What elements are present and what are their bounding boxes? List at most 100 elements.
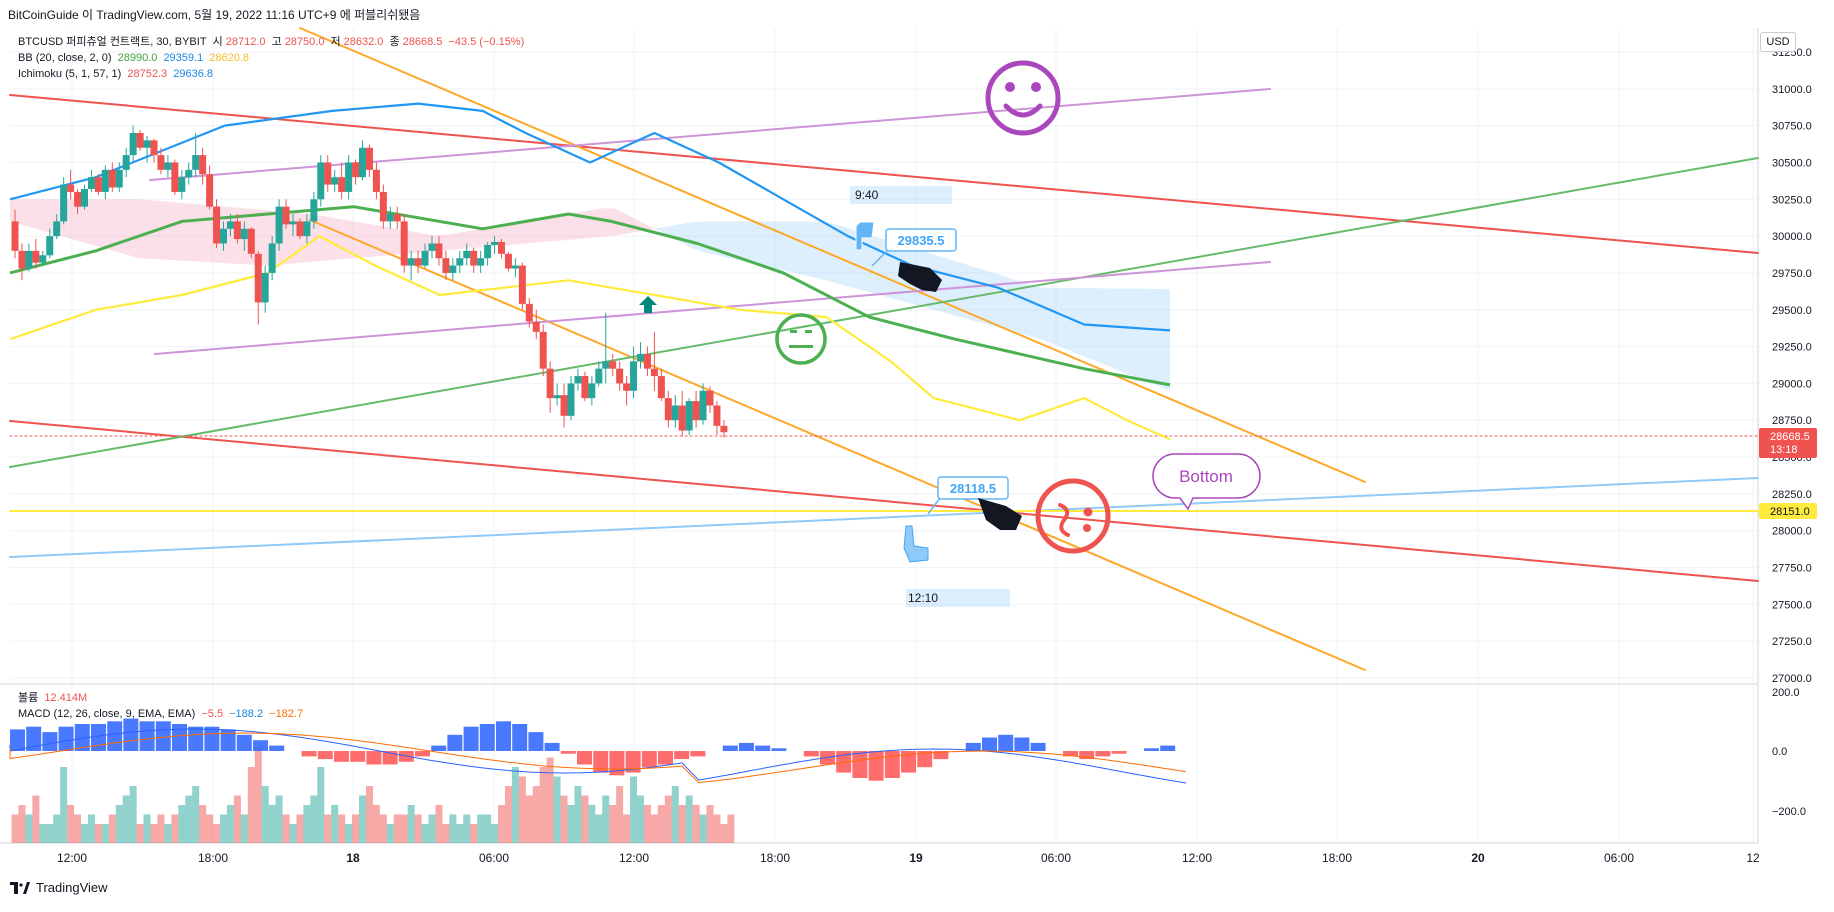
ichimoku-cloud bbox=[10, 199, 1170, 391]
time-tick-label: 12:00 bbox=[619, 851, 649, 865]
price-tick-label: 30500.0 bbox=[1772, 157, 1812, 169]
footer-brand[interactable]: TradingView bbox=[10, 880, 108, 895]
volume-bar bbox=[365, 786, 373, 843]
ichimoku-label: Ichimoku (5, 1, 57, 1) bbox=[18, 68, 122, 80]
neutral-face-mouth bbox=[789, 345, 813, 348]
volume-bar bbox=[588, 805, 596, 843]
candle-body bbox=[331, 177, 339, 185]
close-label: 종 bbox=[389, 36, 400, 48]
candle-body bbox=[240, 228, 248, 240]
volume-bar bbox=[11, 814, 19, 843]
volume-bar bbox=[484, 814, 492, 843]
macd-histogram-bar bbox=[496, 721, 511, 751]
macd-histogram-bar bbox=[107, 721, 123, 751]
volume-bar bbox=[692, 805, 700, 843]
macd-axis[interactable]: 200.0 0.0 −200.0 bbox=[1772, 687, 1806, 818]
volume-bar bbox=[310, 795, 318, 843]
volume-bar bbox=[671, 786, 679, 843]
attribution: BitCoinGuide 이 TradingView.com, 5월 19, 2… bbox=[8, 8, 421, 22]
volume-bar bbox=[192, 786, 200, 843]
candle-body bbox=[567, 383, 575, 416]
volume-bar bbox=[213, 824, 221, 843]
candle-body bbox=[206, 174, 214, 207]
green-trendline bbox=[9, 157, 1759, 468]
flag-hand-icon bbox=[855, 221, 875, 251]
candle-body bbox=[67, 184, 75, 192]
volume-row[interactable]: 볼륨 12.414M bbox=[18, 690, 306, 706]
trend-lines[interactable] bbox=[9, 27, 1759, 671]
volume-bar bbox=[233, 795, 241, 843]
candle-body bbox=[81, 188, 88, 207]
volume-bar bbox=[60, 767, 68, 843]
volume-bar bbox=[143, 814, 151, 843]
ichimoku-a-value: 28752.3 bbox=[127, 68, 168, 80]
callout-high-value: 29835.5 bbox=[898, 233, 945, 248]
volume-bar bbox=[581, 795, 589, 843]
candle-body bbox=[525, 303, 533, 322]
legend-ichimoku-row[interactable]: Ichimoku (5, 1, 57, 1) 28752.3 29636.8 bbox=[18, 66, 527, 82]
cloud-bearish bbox=[10, 199, 655, 266]
candle-body bbox=[699, 390, 707, 421]
macd-histogram-bar bbox=[479, 724, 495, 751]
candle-body bbox=[192, 155, 200, 170]
volume-bar bbox=[449, 814, 457, 843]
volume-bar bbox=[240, 814, 248, 843]
volume-bar bbox=[171, 814, 179, 843]
candle-body bbox=[87, 177, 95, 189]
volume-bar bbox=[282, 814, 290, 843]
footer-brand-label: TradingView bbox=[36, 880, 108, 895]
macd-row[interactable]: MACD (12, 26, close, 9, EMA, EMA) −5.5 −… bbox=[18, 706, 306, 722]
volume-bar bbox=[164, 824, 172, 843]
macd-tick-label: 0.0 bbox=[1772, 746, 1787, 758]
time-tick-label: 18:00 bbox=[198, 851, 228, 865]
legend-bb-row[interactable]: BB (20, close, 2, 0) 28990.0 29359.1 286… bbox=[18, 50, 527, 66]
candle-body bbox=[150, 140, 158, 156]
candle-body bbox=[463, 250, 471, 259]
candle-body bbox=[609, 361, 617, 369]
volume-bar bbox=[720, 824, 728, 843]
volume-value: 12.414M bbox=[44, 692, 88, 704]
time-axis[interactable]: 12:00 18:00 18 06:00 12:00 18:00 19 06:00 12:00 1… bbox=[57, 851, 1760, 865]
candle-body bbox=[11, 221, 19, 251]
candle-body bbox=[664, 398, 672, 421]
macd-histogram-bar bbox=[350, 751, 366, 762]
candle-body bbox=[477, 258, 485, 266]
price-tick-label: 29250.0 bbox=[1772, 342, 1812, 354]
candle-body bbox=[213, 206, 221, 244]
bb-label: BB (20, close, 2, 0) bbox=[18, 52, 112, 64]
annotations[interactable]: 9:40 12:10 29835.5 28118.5 Bottom bbox=[639, 60, 1261, 607]
volume-bar bbox=[414, 814, 422, 843]
volume-bar bbox=[602, 795, 610, 843]
candle-body bbox=[143, 140, 151, 148]
currency-button[interactable]: USD bbox=[1760, 32, 1796, 52]
candle-body bbox=[449, 265, 457, 273]
macd-histogram-bar bbox=[836, 751, 852, 773]
candle-body bbox=[18, 250, 26, 269]
symbol-label[interactable]: BTCUSD 퍼피츄얼 컨트랙트, 30, BYBIT bbox=[18, 36, 207, 48]
volume-bar bbox=[386, 824, 394, 843]
sad-face-eye bbox=[1083, 507, 1093, 517]
price-tick-label: 29750.0 bbox=[1772, 268, 1812, 280]
macd-histogram-bar bbox=[1030, 742, 1046, 751]
volume-bar bbox=[108, 814, 116, 843]
candle-body bbox=[428, 243, 436, 251]
macd-hist-value: −5.5 bbox=[201, 708, 224, 720]
candle-body bbox=[574, 376, 582, 384]
volume-bar bbox=[616, 786, 624, 843]
macd-histogram-bar bbox=[625, 751, 641, 773]
price-axis[interactable]: 31250.031000.030750.030500.030250.030000… bbox=[1759, 47, 1817, 685]
bb-basis-line bbox=[9, 205, 1171, 387]
macd-histogram-bar bbox=[463, 726, 479, 751]
macd-histogram-bar bbox=[884, 751, 900, 778]
sad-face-icon bbox=[1035, 478, 1111, 554]
price-tick-label: 28250.0 bbox=[1772, 489, 1812, 501]
macd-histogram-bar bbox=[722, 745, 738, 751]
candle-body bbox=[539, 331, 547, 369]
volume-bar bbox=[379, 814, 387, 843]
price-tick-label: 28750.0 bbox=[1772, 415, 1812, 427]
volume-legend: 볼륨 12.414M MACD (12, 26, close, 9, EMA, … bbox=[18, 690, 306, 722]
callout-low-value: 28118.5 bbox=[950, 481, 996, 496]
macd-histogram-bar bbox=[998, 734, 1014, 751]
